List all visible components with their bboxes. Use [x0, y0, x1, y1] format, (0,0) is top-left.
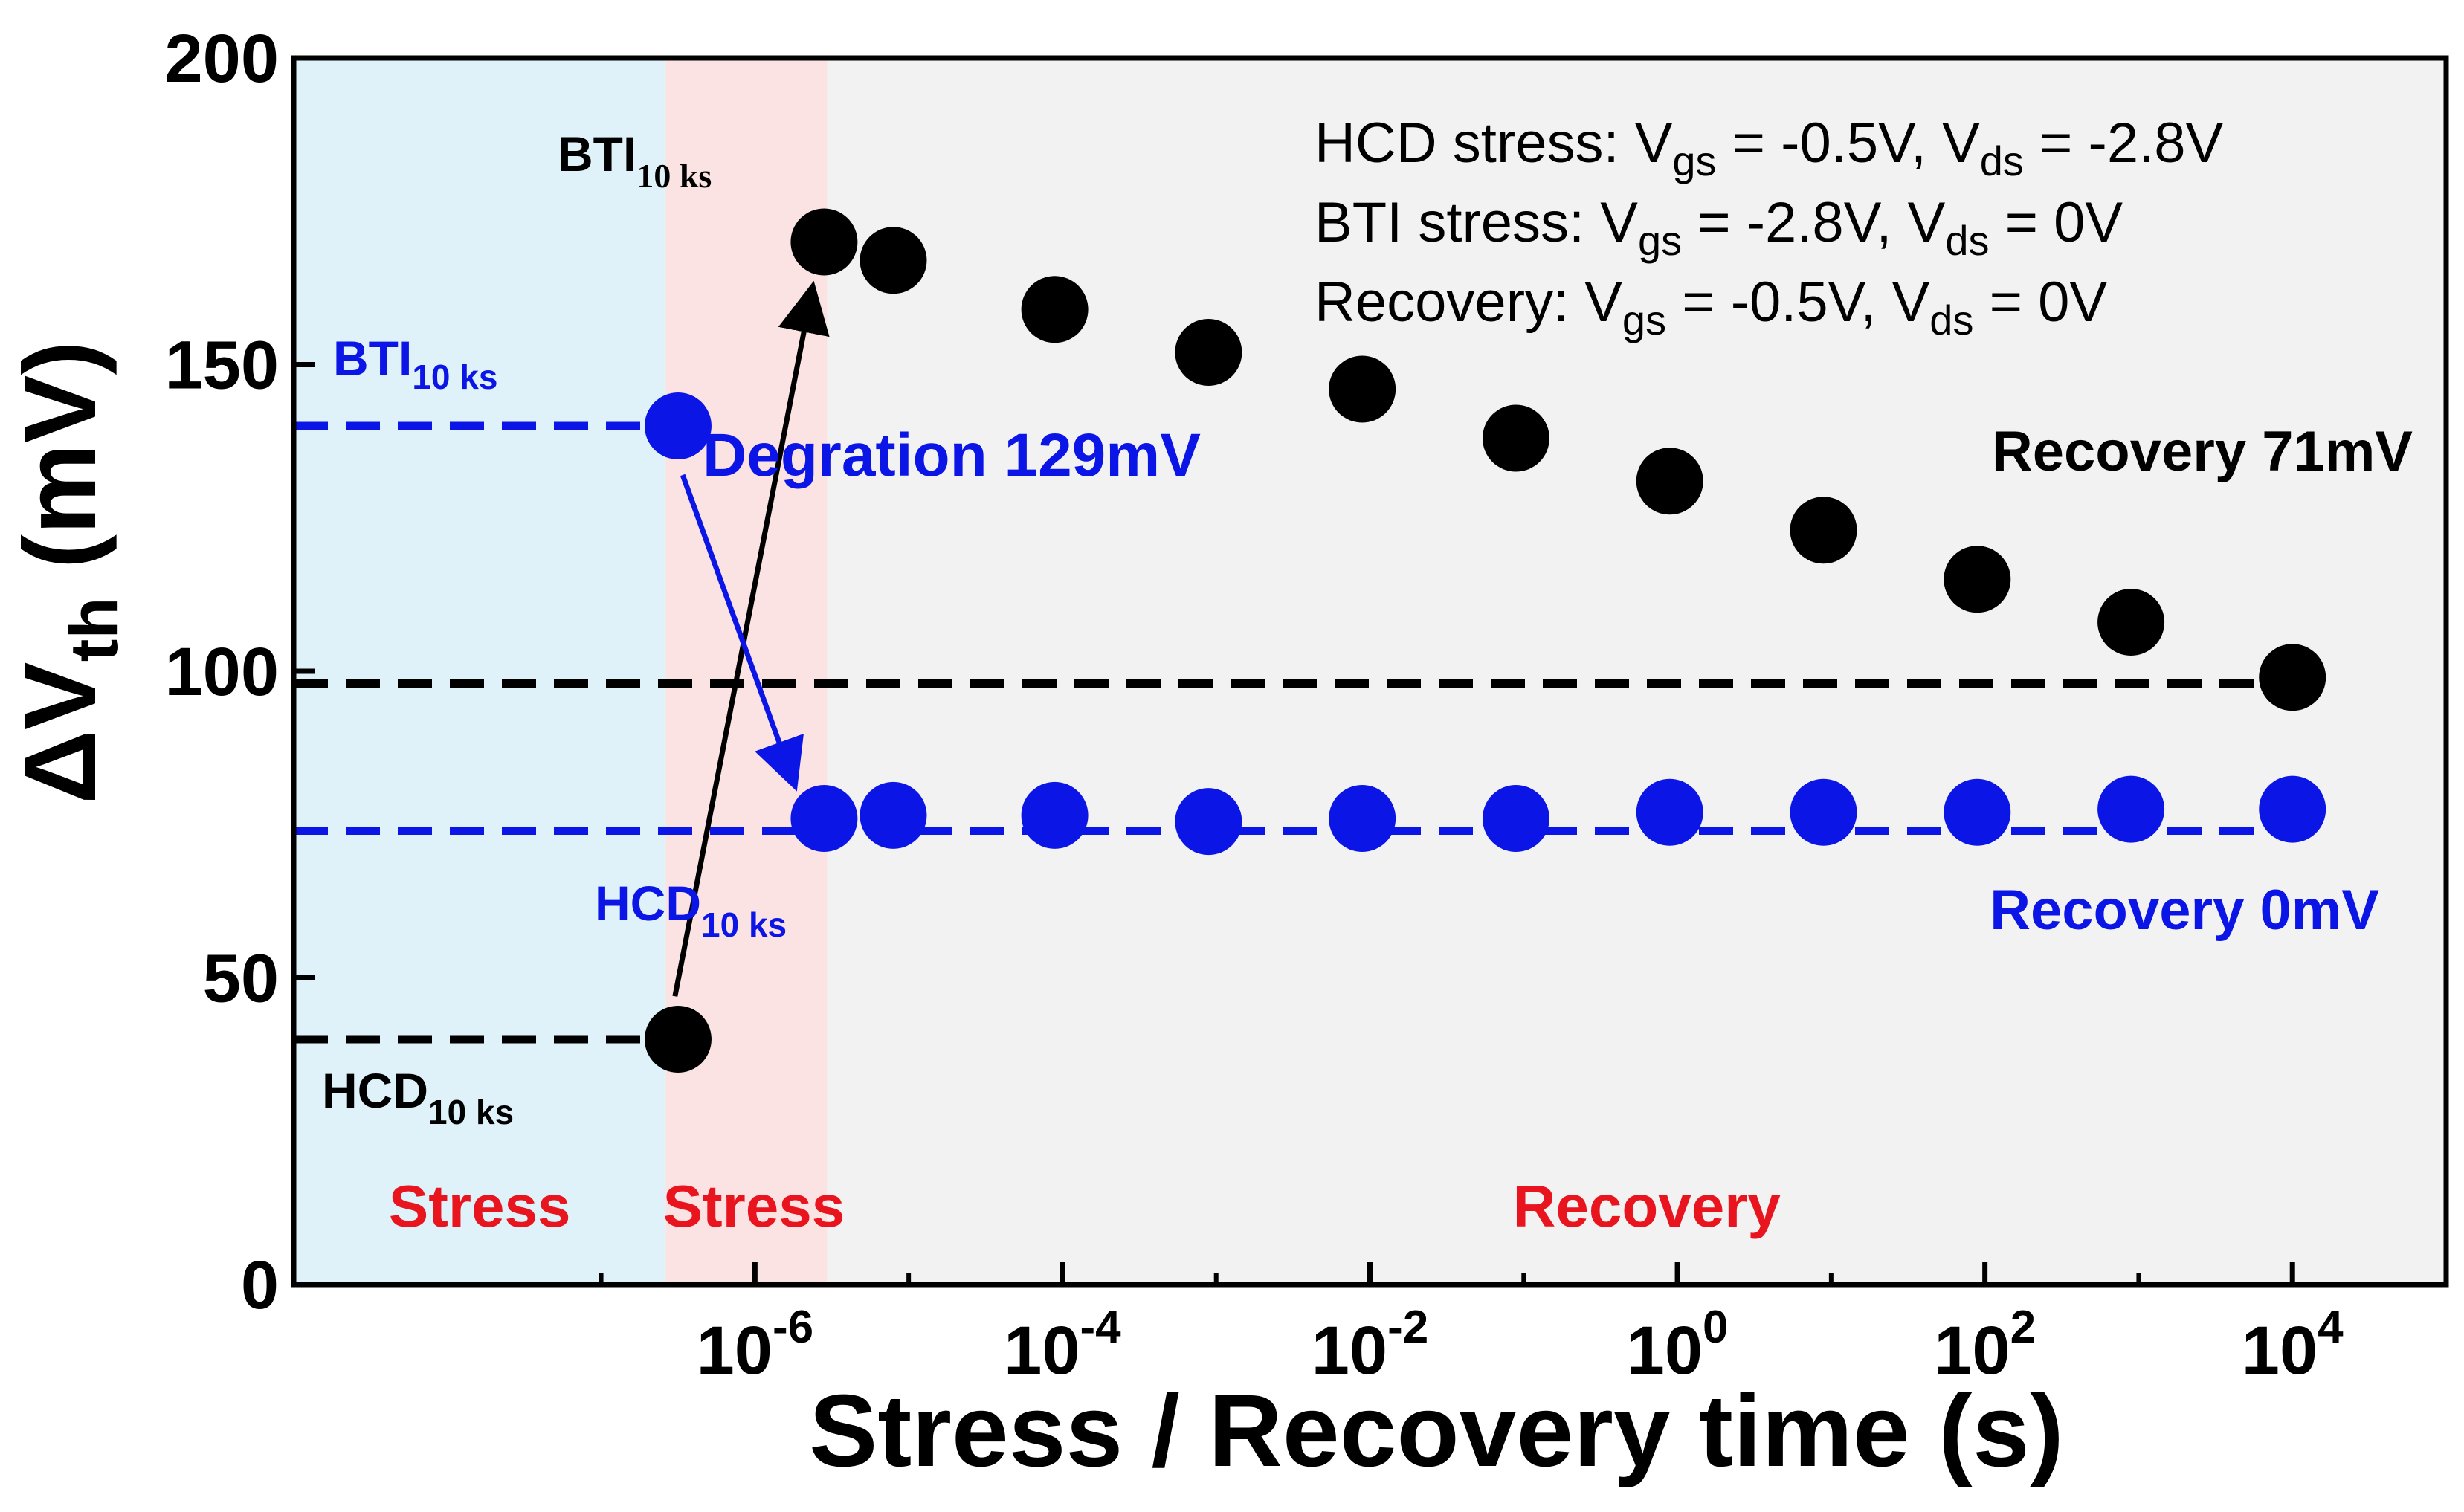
- y-tick-label-1: 50: [203, 941, 279, 1017]
- x-tick-label-4: 102: [1934, 1302, 2036, 1389]
- x-tick-label-exp-5: 4: [2318, 1302, 2344, 1353]
- condition-hcd-t2: = -2.8V: [2024, 112, 2224, 175]
- point-series1-2: [860, 781, 927, 849]
- phase-label-1: Stress: [663, 1173, 845, 1239]
- x-tick-label-0: 10-6: [697, 1302, 813, 1389]
- annotation-hcd-blue: HCD10 ks: [595, 876, 787, 944]
- phase-band-2: [827, 58, 2446, 1285]
- point-series0-9: [1944, 546, 2011, 613]
- x-tick-label-exp-1: -4: [1080, 1302, 1122, 1353]
- y-axis-title-unit: (mV): [3, 340, 117, 597]
- x-tick-label-base-2: 10: [1312, 1313, 1387, 1389]
- annotation-hcd-blue-main: HCD: [595, 876, 701, 931]
- point-series0-1: [790, 208, 858, 276]
- point-series1-7: [1636, 778, 1703, 846]
- x-tick-label-exp-0: -6: [773, 1302, 813, 1353]
- condition-hcd: HCD stress: Vgs = -0.5V, Vds = -2.8V: [1315, 112, 2223, 184]
- point-series0-8: [1790, 497, 1857, 564]
- phase-label-0: Stress: [389, 1173, 571, 1239]
- condition-hcd-name: HCD stress: V: [1315, 112, 1673, 175]
- y-tick-label-2: 100: [165, 634, 280, 710]
- condition-bti-v2: ds: [1945, 217, 1989, 264]
- point-series1-10: [2097, 775, 2165, 843]
- x-tick-label-5: 104: [2242, 1302, 2344, 1389]
- point-series1-11: [2259, 775, 2326, 843]
- annotation-bti-black: BTI10 ks: [558, 126, 712, 195]
- point-series1-6: [1482, 785, 1549, 852]
- phase-labels: Stress Stress Recovery: [389, 1173, 1781, 1239]
- x-tick-label-exp-2: -2: [1387, 1302, 1428, 1353]
- point-series1-8: [1790, 778, 1857, 846]
- annotation-hcd-blue-sub: 10 ks: [701, 905, 787, 944]
- annotation-hcd-black-main: HCD: [322, 1063, 428, 1118]
- data-points: [644, 208, 2326, 1073]
- point-series1-4: [1175, 788, 1242, 856]
- x-tick-label-base-5: 10: [2242, 1313, 2318, 1389]
- point-series0-7: [1636, 448, 1703, 515]
- x-tick-label-3: 100: [1627, 1302, 1729, 1389]
- point-series0-2: [860, 227, 927, 294]
- y-axis-title: ΔVth (mV): [3, 340, 132, 804]
- point-series1-3: [1021, 781, 1089, 849]
- point-series1-1: [790, 785, 858, 852]
- y-axis-title-sub: th: [57, 597, 132, 662]
- annotation-bti-blue: BTI10 ks: [333, 331, 497, 396]
- condition-hcd-v1: gs: [1672, 138, 1716, 184]
- condition-recovery-t2: = 0V: [1973, 271, 2107, 334]
- y-tick-label-3: 150: [165, 328, 280, 404]
- condition-bti-t2: = 0V: [1990, 191, 2123, 254]
- x-tick-label-base-0: 10: [697, 1313, 773, 1389]
- condition-recovery-name: Recovery: V: [1315, 271, 1622, 334]
- annotation-bti-black-sub: 10 ks: [636, 157, 712, 195]
- annotation-recovery-blue: Recovery 0mV: [1990, 879, 2379, 942]
- annotation-bti-black-main: BTI: [558, 126, 636, 181]
- x-tick-label-base-4: 10: [1934, 1313, 2010, 1389]
- annotation-hcd-black-sub: 10 ks: [428, 1093, 514, 1131]
- phase-band-0: [294, 58, 666, 1285]
- y-tick-labels: 0 50 100 150 200: [165, 21, 280, 1323]
- point-series0-5: [1329, 355, 1396, 423]
- y-tick-label-0: 0: [241, 1247, 279, 1323]
- condition-recovery-t1: = -0.5V, V: [1666, 271, 1930, 334]
- annotation-bti-blue-sub: 10 ks: [412, 358, 497, 396]
- annotation-bti-blue-main: BTI: [333, 331, 412, 386]
- point-series1-0: [644, 392, 712, 459]
- point-series0-0: [644, 1006, 712, 1073]
- condition-recovery-v2: ds: [1929, 297, 1973, 343]
- conditions-legend: HCD stress: Vgs = -0.5V, Vds = -2.8V BTI…: [1315, 112, 2223, 343]
- point-series0-3: [1021, 276, 1089, 343]
- phase-label-2: Recovery: [1513, 1173, 1781, 1239]
- condition-bti-t1: = -2.8V, V: [1682, 191, 1946, 254]
- arrow-1: [680, 474, 804, 792]
- axis-ticks: [294, 55, 2295, 1288]
- point-series0-4: [1175, 319, 1242, 386]
- x-tick-label-2: 10-2: [1312, 1302, 1428, 1389]
- x-tick-label-exp-3: 0: [1703, 1302, 1728, 1353]
- y-tick-label-4: 200: [165, 21, 280, 97]
- y-axis-title-main: ΔV: [3, 662, 117, 804]
- condition-bti-v1: gs: [1638, 217, 1682, 264]
- x-tick-label-exp-4: 2: [2010, 1302, 2036, 1353]
- condition-recovery-v1: gs: [1622, 297, 1666, 343]
- x-axis-title: Stress / Recovery time (s): [809, 1374, 2063, 1488]
- x-tick-labels: 10-6 10-4 10-2 100 102 104: [697, 1302, 2344, 1389]
- arrows: [672, 280, 830, 997]
- annotation-hcd-black: HCD10 ks: [322, 1063, 514, 1131]
- point-series0-11: [2259, 644, 2326, 711]
- condition-bti-name: BTI stress: V: [1315, 191, 1638, 254]
- x-tick-label-1: 10-4: [1004, 1302, 1121, 1389]
- x-tick-label-base-3: 10: [1627, 1313, 1703, 1389]
- point-series0-10: [2097, 589, 2165, 656]
- condition-bti: BTI stress: Vgs = -2.8V, Vds = 0V: [1315, 191, 2123, 264]
- point-series1-5: [1329, 785, 1396, 852]
- annotation-degradation: Degration 129mV: [703, 421, 1201, 489]
- condition-hcd-v2: ds: [1980, 138, 2024, 184]
- point-series0-6: [1482, 404, 1549, 472]
- condition-recovery: Recovery: Vgs = -0.5V, Vds = 0V: [1315, 271, 2107, 343]
- x-tick-label-base-1: 10: [1004, 1313, 1080, 1389]
- point-series1-9: [1944, 778, 2011, 846]
- annotation-recovery-black: Recovery 71mV: [1992, 420, 2413, 483]
- condition-hcd-t1: = -0.5V, V: [1717, 112, 1981, 175]
